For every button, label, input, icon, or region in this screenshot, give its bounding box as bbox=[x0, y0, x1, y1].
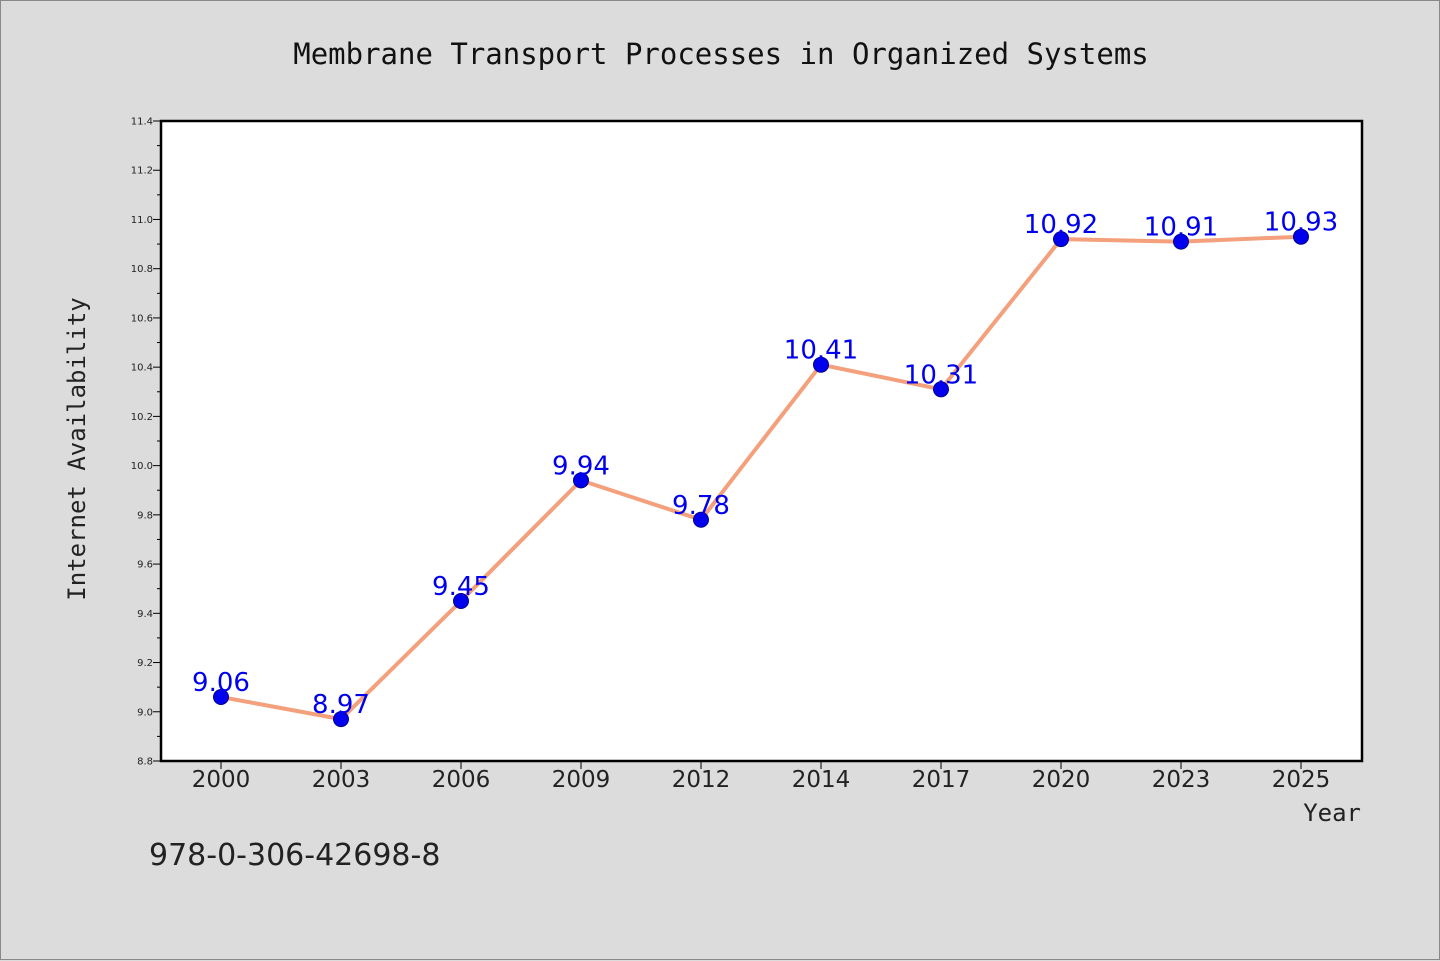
x-tick-label: 2009 bbox=[552, 767, 611, 793]
data-label: 8.97 bbox=[312, 690, 370, 720]
data-label: 10.41 bbox=[784, 336, 858, 366]
data-label: 9.06 bbox=[192, 668, 250, 698]
data-point bbox=[573, 472, 589, 489]
data-point bbox=[1053, 231, 1069, 248]
data-point bbox=[333, 711, 349, 728]
x-tick-label: 2020 bbox=[1032, 767, 1091, 793]
y-tick-label: 11.2 bbox=[131, 166, 153, 177]
y-tick-label: 10.0 bbox=[131, 461, 153, 472]
x-tick-label: 2025 bbox=[1272, 767, 1331, 793]
y-tick-label: 9.8 bbox=[137, 510, 153, 521]
data-point bbox=[213, 689, 229, 705]
y-tick-label: 10.2 bbox=[131, 412, 153, 423]
isbn-code: 978-0-306-42698-8 bbox=[149, 838, 440, 873]
data-label: 9.94 bbox=[552, 451, 610, 481]
x-tick-label: 2012 bbox=[672, 767, 731, 793]
data-point bbox=[1173, 233, 1189, 250]
series-line bbox=[220, 234, 1302, 722]
x-tick-label: 2003 bbox=[312, 767, 371, 793]
data-point bbox=[1293, 228, 1309, 245]
y-tick-label: 9.4 bbox=[137, 609, 153, 620]
series-layer: 9.06 8.97 9.45 9.94 9.78 10.41 10.31 10.92 10.91… bbox=[192, 208, 1338, 728]
y-tick-label: 8.8 bbox=[137, 757, 153, 768]
data-point bbox=[453, 593, 469, 609]
data-point bbox=[693, 511, 709, 528]
data-label: 10.93 bbox=[1264, 208, 1338, 238]
data-point bbox=[933, 381, 949, 398]
data-label: 9.45 bbox=[432, 572, 490, 602]
y-tick-label: 9.0 bbox=[137, 707, 153, 718]
y-tick-label: 11.0 bbox=[131, 215, 153, 226]
y-tick-label: 10.4 bbox=[131, 363, 153, 374]
x-tick-label: 2023 bbox=[1152, 767, 1211, 793]
y-axis-label: Internet Availability bbox=[63, 297, 91, 600]
x-tick-label: 2006 bbox=[432, 767, 491, 793]
x-axis: 2000 2003 2006 2009 2012 2014 2017 2020 2023 2025 bbox=[192, 761, 1331, 793]
y-tick-label: 10.6 bbox=[131, 313, 153, 324]
y-tick-label: 9.6 bbox=[137, 560, 153, 571]
data-label: 10.31 bbox=[904, 360, 978, 390]
y-tick-label: 9.2 bbox=[137, 658, 153, 669]
data-label: 10.92 bbox=[1024, 210, 1098, 240]
data-label: 10.91 bbox=[1144, 213, 1218, 243]
y-tick-label: 11.4 bbox=[131, 117, 153, 128]
chart-title: Membrane Transport Processes in Organize… bbox=[293, 37, 1149, 71]
x-axis-label: Year bbox=[1303, 799, 1361, 827]
data-point bbox=[813, 356, 829, 373]
y-axis: 8.8 9.0 9.2 9.4 9.6 9.8 10.0 10.2 10.4 10.6 10.8 11… bbox=[131, 117, 161, 768]
x-tick-label: 2017 bbox=[912, 767, 971, 793]
y-tick-label: 10.8 bbox=[131, 264, 153, 275]
x-tick-label: 2000 bbox=[192, 767, 251, 793]
x-tick-label: 2014 bbox=[792, 767, 851, 793]
data-label: 9.78 bbox=[672, 491, 730, 521]
